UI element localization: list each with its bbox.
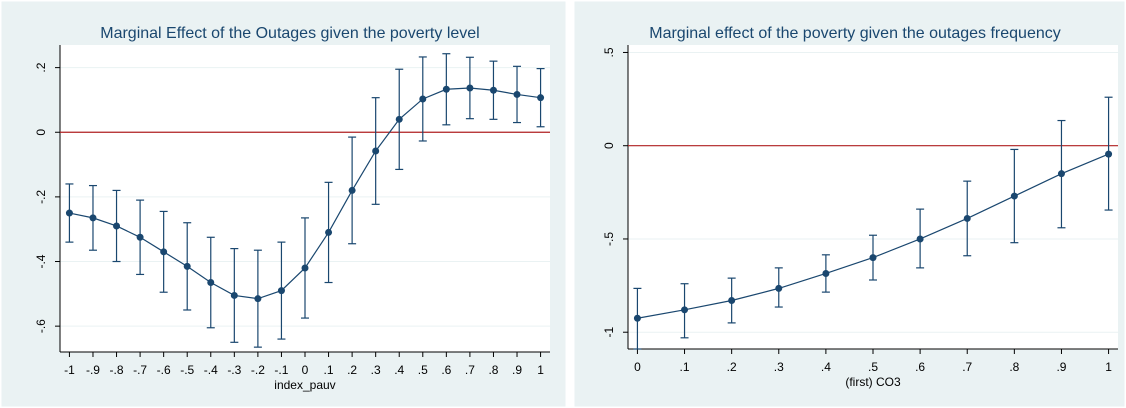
point: [419, 95, 427, 103]
y-tick-label: -1: [602, 327, 616, 338]
x-tick-label: .9: [512, 363, 522, 377]
plot-area: [628, 45, 1118, 349]
y-tick-label: 0: [34, 129, 48, 136]
point: [372, 147, 380, 155]
point: [513, 90, 521, 98]
point: [775, 284, 783, 292]
point: [65, 209, 73, 217]
x-tick-label: -.8: [110, 363, 124, 377]
x-tick-label: -.6: [157, 363, 171, 377]
x-tick-label: .1: [324, 363, 334, 377]
point: [489, 86, 497, 94]
point: [1105, 150, 1113, 158]
x-tick-label: 1: [537, 363, 544, 377]
x-tick-label: 0: [302, 363, 309, 377]
x-tick-label: .9: [1056, 360, 1066, 374]
point: [160, 248, 168, 256]
point: [442, 85, 450, 93]
point: [254, 295, 262, 303]
y-tick-label: .2: [34, 62, 48, 72]
y-tick-label: -.2: [34, 190, 48, 204]
x-tick-label: .7: [465, 363, 475, 377]
x-tick-label: .6: [441, 363, 451, 377]
y-tick-label: -.4: [34, 254, 48, 268]
x-tick-label: .4: [821, 360, 831, 374]
x-tick-label: .8: [1009, 360, 1019, 374]
y-tick-label: -.6: [34, 319, 48, 333]
point: [183, 262, 191, 270]
point: [681, 306, 689, 314]
x-tick-label: -.7: [133, 363, 147, 377]
point: [466, 84, 474, 92]
point: [325, 228, 333, 236]
point: [822, 269, 830, 277]
point: [89, 214, 97, 222]
x-tick-label: .2: [727, 360, 737, 374]
x-tick-label: .5: [868, 360, 878, 374]
point: [395, 115, 403, 123]
x-tick-label: .3: [774, 360, 784, 374]
point: [963, 214, 971, 222]
point: [728, 297, 736, 305]
y-tick-label: .5: [602, 47, 616, 57]
point: [869, 254, 877, 262]
point: [916, 235, 924, 243]
x-tick-label: -1: [64, 363, 75, 377]
x-tick-label: .1: [680, 360, 690, 374]
point: [301, 264, 309, 272]
x-tick-label: .2: [347, 363, 357, 377]
x-tick-label: .6: [915, 360, 925, 374]
x-tick-label: -.5: [180, 363, 194, 377]
x-tick-label: 0: [634, 360, 641, 374]
x-tick-label: -.4: [204, 363, 218, 377]
x-tick-label: 1: [1105, 360, 1112, 374]
chart-title: Marginal Effect of the Outages given the…: [100, 25, 479, 42]
x-tick-label: .3: [371, 363, 381, 377]
x-axis-label: (first) CO3: [845, 375, 901, 389]
x-tick-label: -.2: [251, 363, 265, 377]
point: [207, 279, 215, 287]
y-tick-label: 0: [602, 142, 616, 149]
x-tick-label: -.3: [227, 363, 241, 377]
x-tick-label: .5: [418, 363, 428, 377]
x-tick-label: .7: [962, 360, 972, 374]
x-tick-label: -.1: [274, 363, 288, 377]
point: [113, 222, 121, 230]
x-tick-label: .4: [394, 363, 404, 377]
point: [1057, 170, 1065, 178]
point: [277, 287, 285, 295]
point: [1010, 192, 1018, 200]
point: [230, 291, 238, 299]
point: [633, 314, 641, 322]
x-tick-label: -.9: [86, 363, 100, 377]
chart-title: Marginal effect of the poverty given the…: [649, 25, 1061, 42]
x-axis-label: index_pauv: [274, 378, 335, 392]
point: [136, 233, 144, 241]
point: [537, 94, 545, 102]
x-tick-label: .8: [488, 363, 498, 377]
point: [348, 186, 356, 194]
y-tick-label: -.5: [602, 232, 616, 246]
